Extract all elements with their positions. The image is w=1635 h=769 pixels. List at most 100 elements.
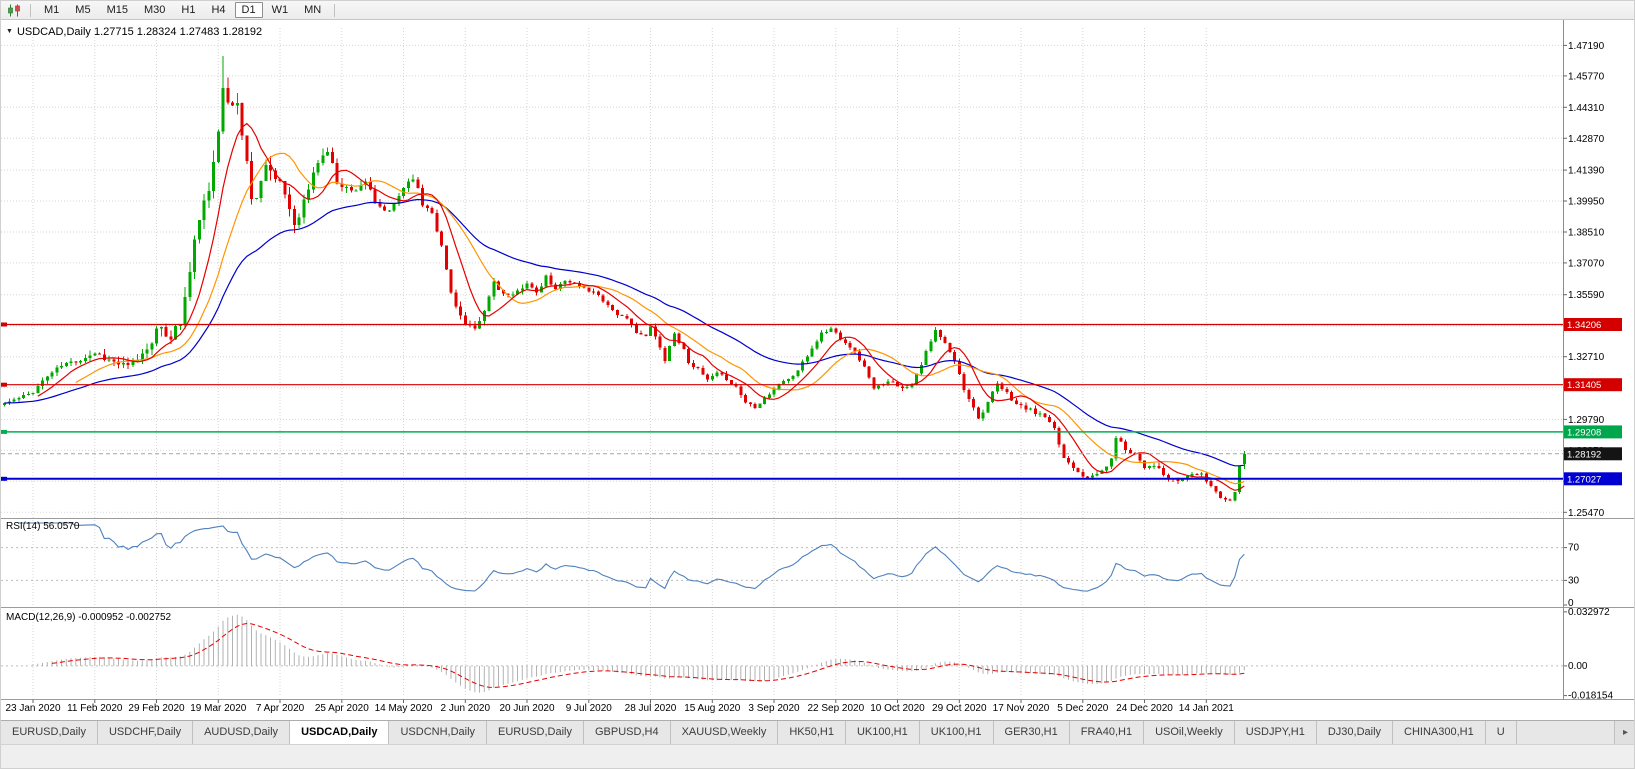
timeframe-button-h1[interactable]: H1 — [174, 2, 202, 18]
svg-text:23 Jan 2020: 23 Jan 2020 — [5, 703, 60, 714]
svg-text:-0.018154: -0.018154 — [1568, 691, 1613, 702]
svg-text:3 Sep 2020: 3 Sep 2020 — [748, 703, 800, 714]
svg-text:25 Apr 2020: 25 Apr 2020 — [315, 703, 369, 714]
svg-text:24 Dec 2020: 24 Dec 2020 — [1116, 703, 1173, 714]
svg-text:70: 70 — [1568, 543, 1580, 554]
chart-tabs-strip: EURUSD,Daily USDCHF,Daily AUDUSD,Daily USDC… — [1, 721, 1614, 744]
svg-text:0: 0 — [1568, 598, 1574, 609]
chart-tab-audusd-daily[interactable]: AUDUSD,Daily — [193, 721, 291, 744]
svg-text:1.39950: 1.39950 — [1568, 197, 1605, 208]
svg-text:5 Dec 2020: 5 Dec 2020 — [1057, 703, 1109, 714]
svg-text:0.032972: 0.032972 — [1568, 607, 1610, 618]
timeframe-button-m5[interactable]: M5 — [68, 2, 97, 18]
svg-text:17 Nov 2020: 17 Nov 2020 — [993, 703, 1050, 714]
chart-tab-usdchf-daily[interactable]: USDCHF,Daily — [97, 721, 194, 744]
ma-line-medium — [75, 152, 1245, 485]
svg-text:1.28192: 1.28192 — [1567, 449, 1601, 460]
chart-tab-hk50-h1[interactable]: HK50,H1 — [778, 721, 846, 744]
svg-text:28 Jul 2020: 28 Jul 2020 — [625, 703, 677, 714]
chart-tab-dj30-daily[interactable]: DJ30,Daily — [1316, 721, 1394, 744]
svg-text:7 Apr 2020: 7 Apr 2020 — [256, 703, 305, 714]
svg-text:22 Sep 2020: 22 Sep 2020 — [807, 703, 864, 714]
price-badges-layer[interactable]: 1.34206 1.31405 1.29208 1.28192 1.27027 — [1564, 318, 1622, 486]
macd-panel: 0.032972 0.00 -0.018154 — [1, 607, 1613, 702]
svg-text:10 Oct 2020: 10 Oct 2020 — [870, 703, 925, 714]
svg-text:29 Oct 2020: 29 Oct 2020 — [932, 703, 987, 714]
ma-line-slow — [4, 198, 1245, 467]
svg-text:15 Aug 2020: 15 Aug 2020 — [684, 703, 741, 714]
timeframe-button-mn[interactable]: MN — [297, 2, 328, 18]
timeframe-button-m15[interactable]: M15 — [100, 2, 135, 18]
svg-text:1.32710: 1.32710 — [1568, 352, 1605, 363]
candlestick-chart-icon[interactable] — [5, 3, 23, 18]
svg-text:14 Jan 2021: 14 Jan 2021 — [1179, 703, 1234, 714]
timeframe-buttons-group: M1 M5 M15 M30 H1 H4 D1 W1 MN — [36, 2, 329, 18]
timeframe-button-h4[interactable]: H4 — [204, 2, 232, 18]
svg-text:1.31405: 1.31405 — [1567, 380, 1601, 391]
svg-text:1.41390: 1.41390 — [1568, 166, 1605, 177]
svg-text:30: 30 — [1568, 575, 1580, 586]
svg-text:2 Jun 2020: 2 Jun 2020 — [441, 703, 491, 714]
svg-text:1.35590: 1.35590 — [1568, 290, 1605, 301]
symbol-dropdown-arrow-icon[interactable]: ▼ — [6, 28, 13, 35]
chart-tab-eurusd-daily[interactable]: EURUSD,Daily — [1, 721, 98, 744]
svg-text:29 Feb 2020: 29 Feb 2020 — [128, 703, 185, 714]
svg-text:1.27027: 1.27027 — [1567, 474, 1601, 485]
time-axis[interactable]: 23 Jan 2020 11 Feb 2020 29 Feb 2020 19 Mar … — [5, 699, 1234, 715]
timeframe-button-w1[interactable]: W1 — [265, 2, 296, 18]
chart-tab-overflow[interactable]: U — [1485, 721, 1517, 744]
price-badge-1.29208 — [1564, 425, 1622, 439]
chart-tab-china300-h1[interactable]: CHINA300,H1 — [1393, 721, 1486, 744]
svg-text:1.44310: 1.44310 — [1568, 103, 1605, 114]
svg-text:1.29790: 1.29790 — [1568, 415, 1605, 426]
chart-tab-gbpusd-h4[interactable]: GBPUSD,H4 — [584, 721, 671, 744]
ma-line-fast — [37, 122, 1245, 491]
chart-tab-ger30-h1[interactable]: GER30,H1 — [993, 721, 1070, 744]
levels-layer[interactable] — [1, 322, 1563, 481]
svg-text:20 Jun 2020: 20 Jun 2020 — [499, 703, 554, 714]
rsi-indicator-label: RSI(14) 56.0570 — [6, 521, 80, 532]
chart-tab-fra40-h1[interactable]: FRA40,H1 — [1069, 721, 1145, 744]
chart-tab-usdjpy-h1[interactable]: USDJPY,H1 — [1234, 721, 1317, 744]
price-axis[interactable]: 1.47190 1.45770 1.44310 1.42870 1.41390 1.399… — [1563, 41, 1605, 519]
chart-tab-xauusd-weekly[interactable]: XAUUSD,Weekly — [670, 721, 779, 744]
timeframe-toolbar: M1 M5 M15 M30 H1 H4 D1 W1 MN — [1, 1, 1634, 20]
svg-text:1.47190: 1.47190 — [1568, 41, 1605, 52]
chart-canvas[interactable]: 70 30 00.032972 0.00 -0.018154 1.47190 1.45770… — [1, 20, 1635, 720]
svg-text:0.00: 0.00 — [1568, 661, 1588, 672]
toolbar-separator — [30, 3, 31, 17]
svg-text:1.37070: 1.37070 — [1568, 258, 1605, 269]
svg-text:1.34206: 1.34206 — [1567, 320, 1601, 331]
rsi-panel: 70 30 0 — [1, 522, 1580, 609]
chart-tab-eurusd-daily[interactable]: EURUSD,Daily — [487, 721, 584, 744]
chart-tab-usdcad-daily[interactable]: USDCAD,Daily — [290, 721, 390, 744]
candles-layer — [3, 55, 1246, 502]
chart-tab-uk100-h1[interactable]: UK100,H1 — [845, 721, 920, 744]
svg-text:19 Mar 2020: 19 Mar 2020 — [190, 703, 247, 714]
chart-tab-usoil-weekly[interactable]: USOil,Weekly — [1144, 721, 1235, 744]
chart-title: ▼ USDCAD,Daily 1.27715 1.28324 1.27483 1… — [6, 26, 262, 38]
svg-text:1.45770: 1.45770 — [1568, 71, 1605, 82]
timeframe-button-m30[interactable]: M30 — [137, 2, 172, 18]
price-badge-1.27027 — [1564, 472, 1622, 486]
chart-tab-uk100-h1[interactable]: UK100,H1 — [919, 721, 994, 744]
panel-separators — [1, 20, 1634, 700]
status-bar — [1, 744, 1634, 768]
chart-title-text: USDCAD,Daily 1.27715 1.28324 1.27483 1.2… — [16, 26, 263, 38]
svg-text:9 Jul 2020: 9 Jul 2020 — [566, 703, 613, 714]
timeframe-button-m1[interactable]: M1 — [37, 2, 66, 18]
price-badge-1.28192 — [1564, 447, 1622, 461]
chart-tab-usdcnh-daily[interactable]: USDCNH,Daily — [389, 721, 488, 744]
svg-text:14 May 2020: 14 May 2020 — [375, 703, 433, 714]
svg-text:1.25470: 1.25470 — [1568, 508, 1605, 519]
moving-averages-layer — [4, 122, 1245, 491]
timeframe-button-d1[interactable]: D1 — [234, 2, 263, 18]
price-badge-1.31405 — [1564, 378, 1622, 392]
grid-layer — [1, 28, 1563, 697]
chart-area[interactable]: 70 30 0 0.032972 0.00 -0.018154 1.47190 1.45770… — [1, 20, 1635, 720]
svg-text:1.42870: 1.42870 — [1568, 134, 1605, 145]
toolbar-separator — [334, 3, 336, 17]
tab-scroll-right-button[interactable]: ▸ — [1614, 721, 1634, 744]
svg-text:11 Feb 2020: 11 Feb 2020 — [67, 703, 123, 714]
